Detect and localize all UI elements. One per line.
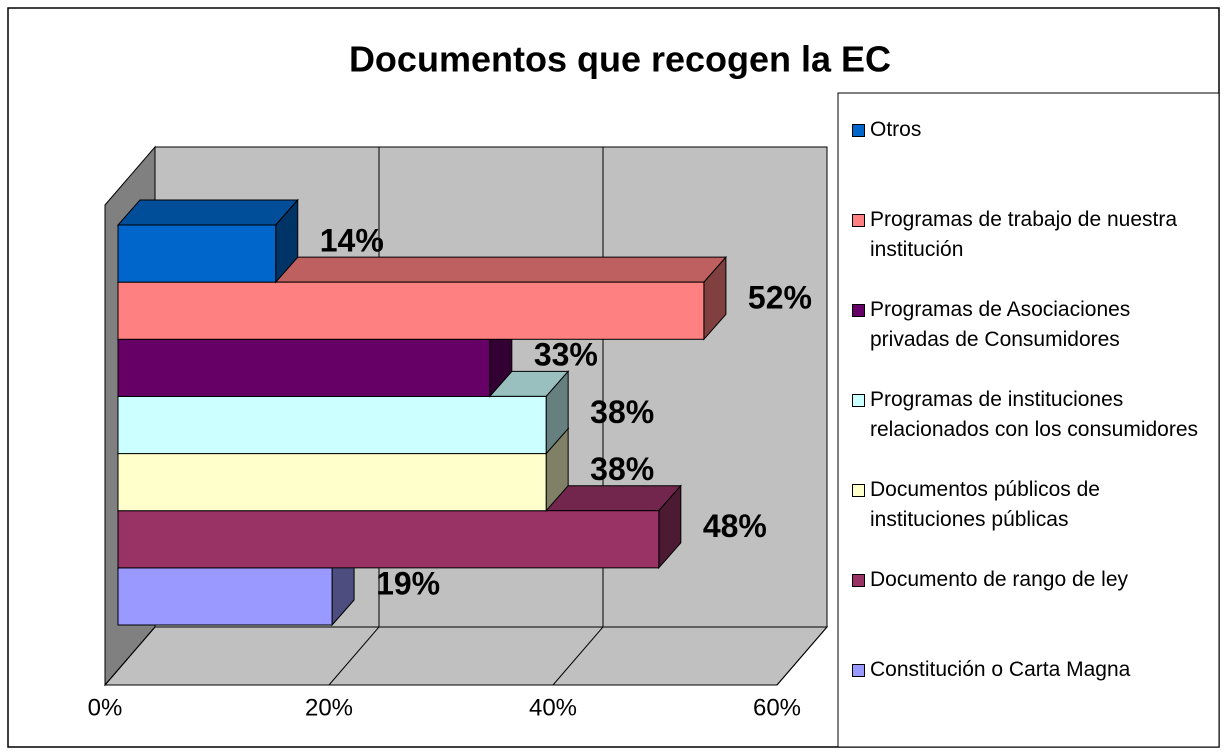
data-label: 38% (590, 394, 654, 430)
floor (103, 626, 829, 686)
data-label: 33% (534, 337, 598, 373)
legend-label: Programas de trabajo de nuestra instituc… (870, 208, 1178, 261)
data-label: 19% (376, 565, 440, 601)
legend-item: Programas de instituciones relacionados … (852, 385, 1210, 445)
x-tick-label: 20% (305, 694, 353, 721)
x-tick-label: 60% (753, 694, 801, 721)
legend-item: Otros (852, 115, 1210, 145)
legend-item: Documentos públicos de instituciones púb… (852, 475, 1210, 535)
legend-label: Otros (870, 118, 922, 141)
legend-label: Documentos públicos de instituciones púb… (870, 478, 1100, 531)
x-tick-label: 0% (88, 694, 123, 721)
legend-swatch (852, 394, 865, 407)
legend-label: Programas de instituciones relacionados … (870, 388, 1199, 441)
legend-box (837, 92, 1220, 748)
bar (117, 567, 333, 626)
grid-line (776, 147, 828, 686)
data-label: 52% (748, 280, 812, 316)
legend-swatch (852, 484, 865, 497)
legend-swatch (852, 574, 865, 587)
bar (117, 338, 491, 397)
legend-item: Programas de Asociaciones privadas de Co… (852, 295, 1210, 355)
data-label: 48% (703, 508, 767, 544)
legend-item: Constitución o Carta Magna (852, 655, 1210, 685)
x-tick-label: 40% (529, 694, 577, 721)
legend-swatch (852, 124, 865, 137)
legend-swatch (852, 304, 865, 317)
legend-label: Documento de rango de ley (870, 568, 1128, 591)
legend-label: Constitución o Carta Magna (870, 658, 1131, 681)
legend-swatch (852, 214, 865, 227)
legend-item: Documento de rango de ley (852, 565, 1210, 595)
bar-top (116, 199, 299, 226)
chart-title: Documentos que recogen la EC (349, 39, 891, 80)
bar (117, 510, 660, 569)
legend-item: Programas de trabajo de nuestra instituc… (852, 205, 1210, 265)
bar (117, 224, 277, 283)
data-label: 38% (590, 451, 654, 487)
bar (117, 453, 547, 512)
legend-label: Programas de Asociaciones privadas de Co… (870, 298, 1131, 351)
bar (117, 281, 705, 340)
legend-swatch (852, 664, 865, 677)
data-label: 14% (320, 222, 384, 258)
bar (117, 395, 547, 455)
